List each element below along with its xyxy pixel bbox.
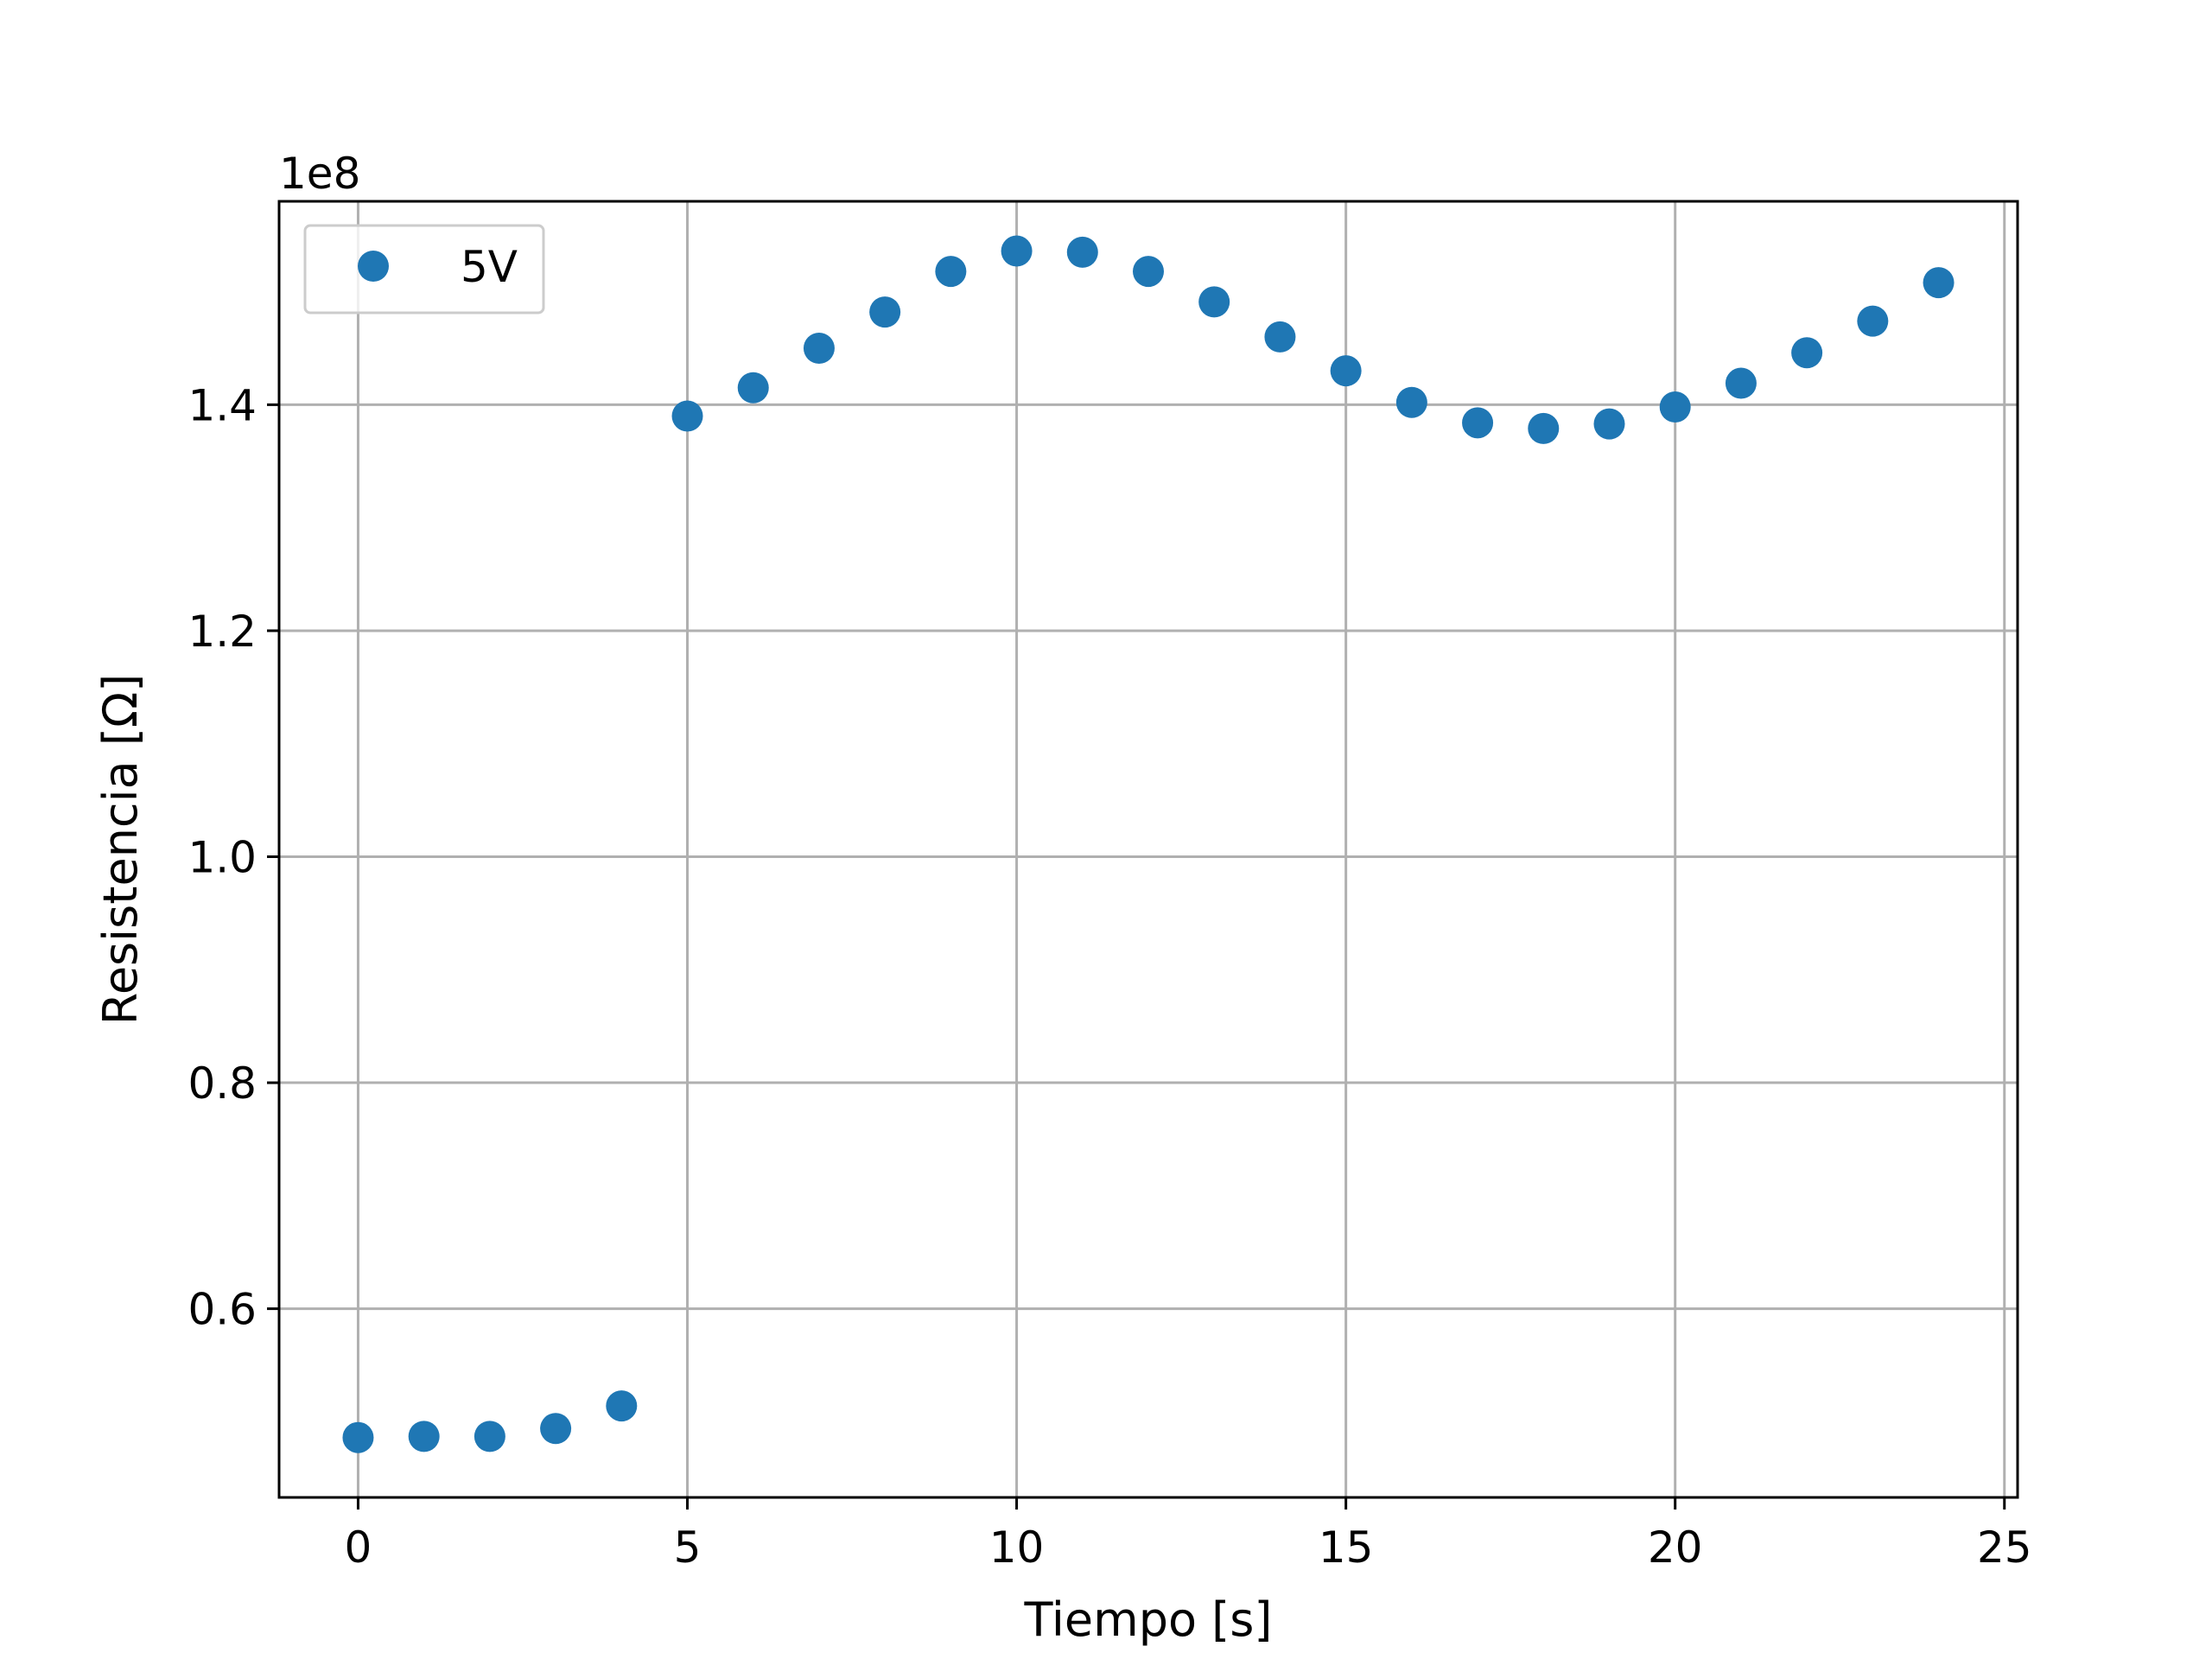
data-point — [1264, 321, 1296, 353]
data-point — [671, 400, 703, 432]
data-point — [606, 1390, 638, 1422]
data-point — [540, 1413, 572, 1445]
data-point — [1593, 408, 1625, 440]
y-tick-label: 0.6 — [188, 1285, 257, 1335]
x-tick-label: 10 — [989, 1522, 1045, 1573]
data-point — [1001, 235, 1033, 267]
data-point — [474, 1421, 505, 1452]
data-point — [1528, 412, 1560, 444]
data-point — [408, 1421, 440, 1452]
x-axis-label: Tiempo [s] — [1024, 1592, 1273, 1647]
x-tick-label: 20 — [1648, 1522, 1703, 1573]
y-tick-label: 1.4 — [188, 380, 257, 430]
y-tick-label: 1.2 — [188, 607, 257, 657]
y-tick-label: 0.8 — [188, 1058, 257, 1109]
x-tick-label: 15 — [1319, 1522, 1374, 1573]
axis-ticks: 0 5 10 15 20 25 0.6 0.8 1.0 1.2 1.4 — [188, 380, 2031, 1573]
data-point — [935, 256, 967, 288]
data-point — [1857, 305, 1889, 337]
grid — [279, 201, 2018, 1497]
data-point — [1725, 367, 1757, 399]
plot-frame — [277, 200, 2019, 1499]
legend-marker-5v — [358, 251, 389, 282]
data-points — [342, 235, 1955, 1453]
data-point — [1395, 386, 1427, 418]
data-point — [1791, 337, 1823, 369]
y-tick-label: 1.0 — [188, 833, 257, 883]
y-axis-label: Resistencia [Ω] — [93, 674, 148, 1026]
data-point — [803, 333, 835, 365]
data-point — [1330, 355, 1362, 387]
data-point — [1923, 267, 1955, 299]
data-point — [342, 1421, 374, 1453]
data-point — [1133, 256, 1164, 288]
data-point — [1462, 407, 1494, 439]
data-point — [1066, 236, 1098, 268]
x-tick-label: 25 — [1977, 1522, 2032, 1573]
y-offset-label: 1e8 — [279, 149, 360, 199]
data-point — [1198, 286, 1230, 318]
legend-box — [303, 224, 545, 315]
data-point — [1659, 391, 1691, 423]
legend-label-5v: 5V — [461, 242, 518, 292]
x-tick-label: 0 — [345, 1522, 372, 1573]
legend: 5V — [303, 224, 545, 315]
x-tick-label: 5 — [674, 1522, 702, 1573]
data-point — [869, 296, 901, 328]
data-point — [737, 372, 769, 404]
